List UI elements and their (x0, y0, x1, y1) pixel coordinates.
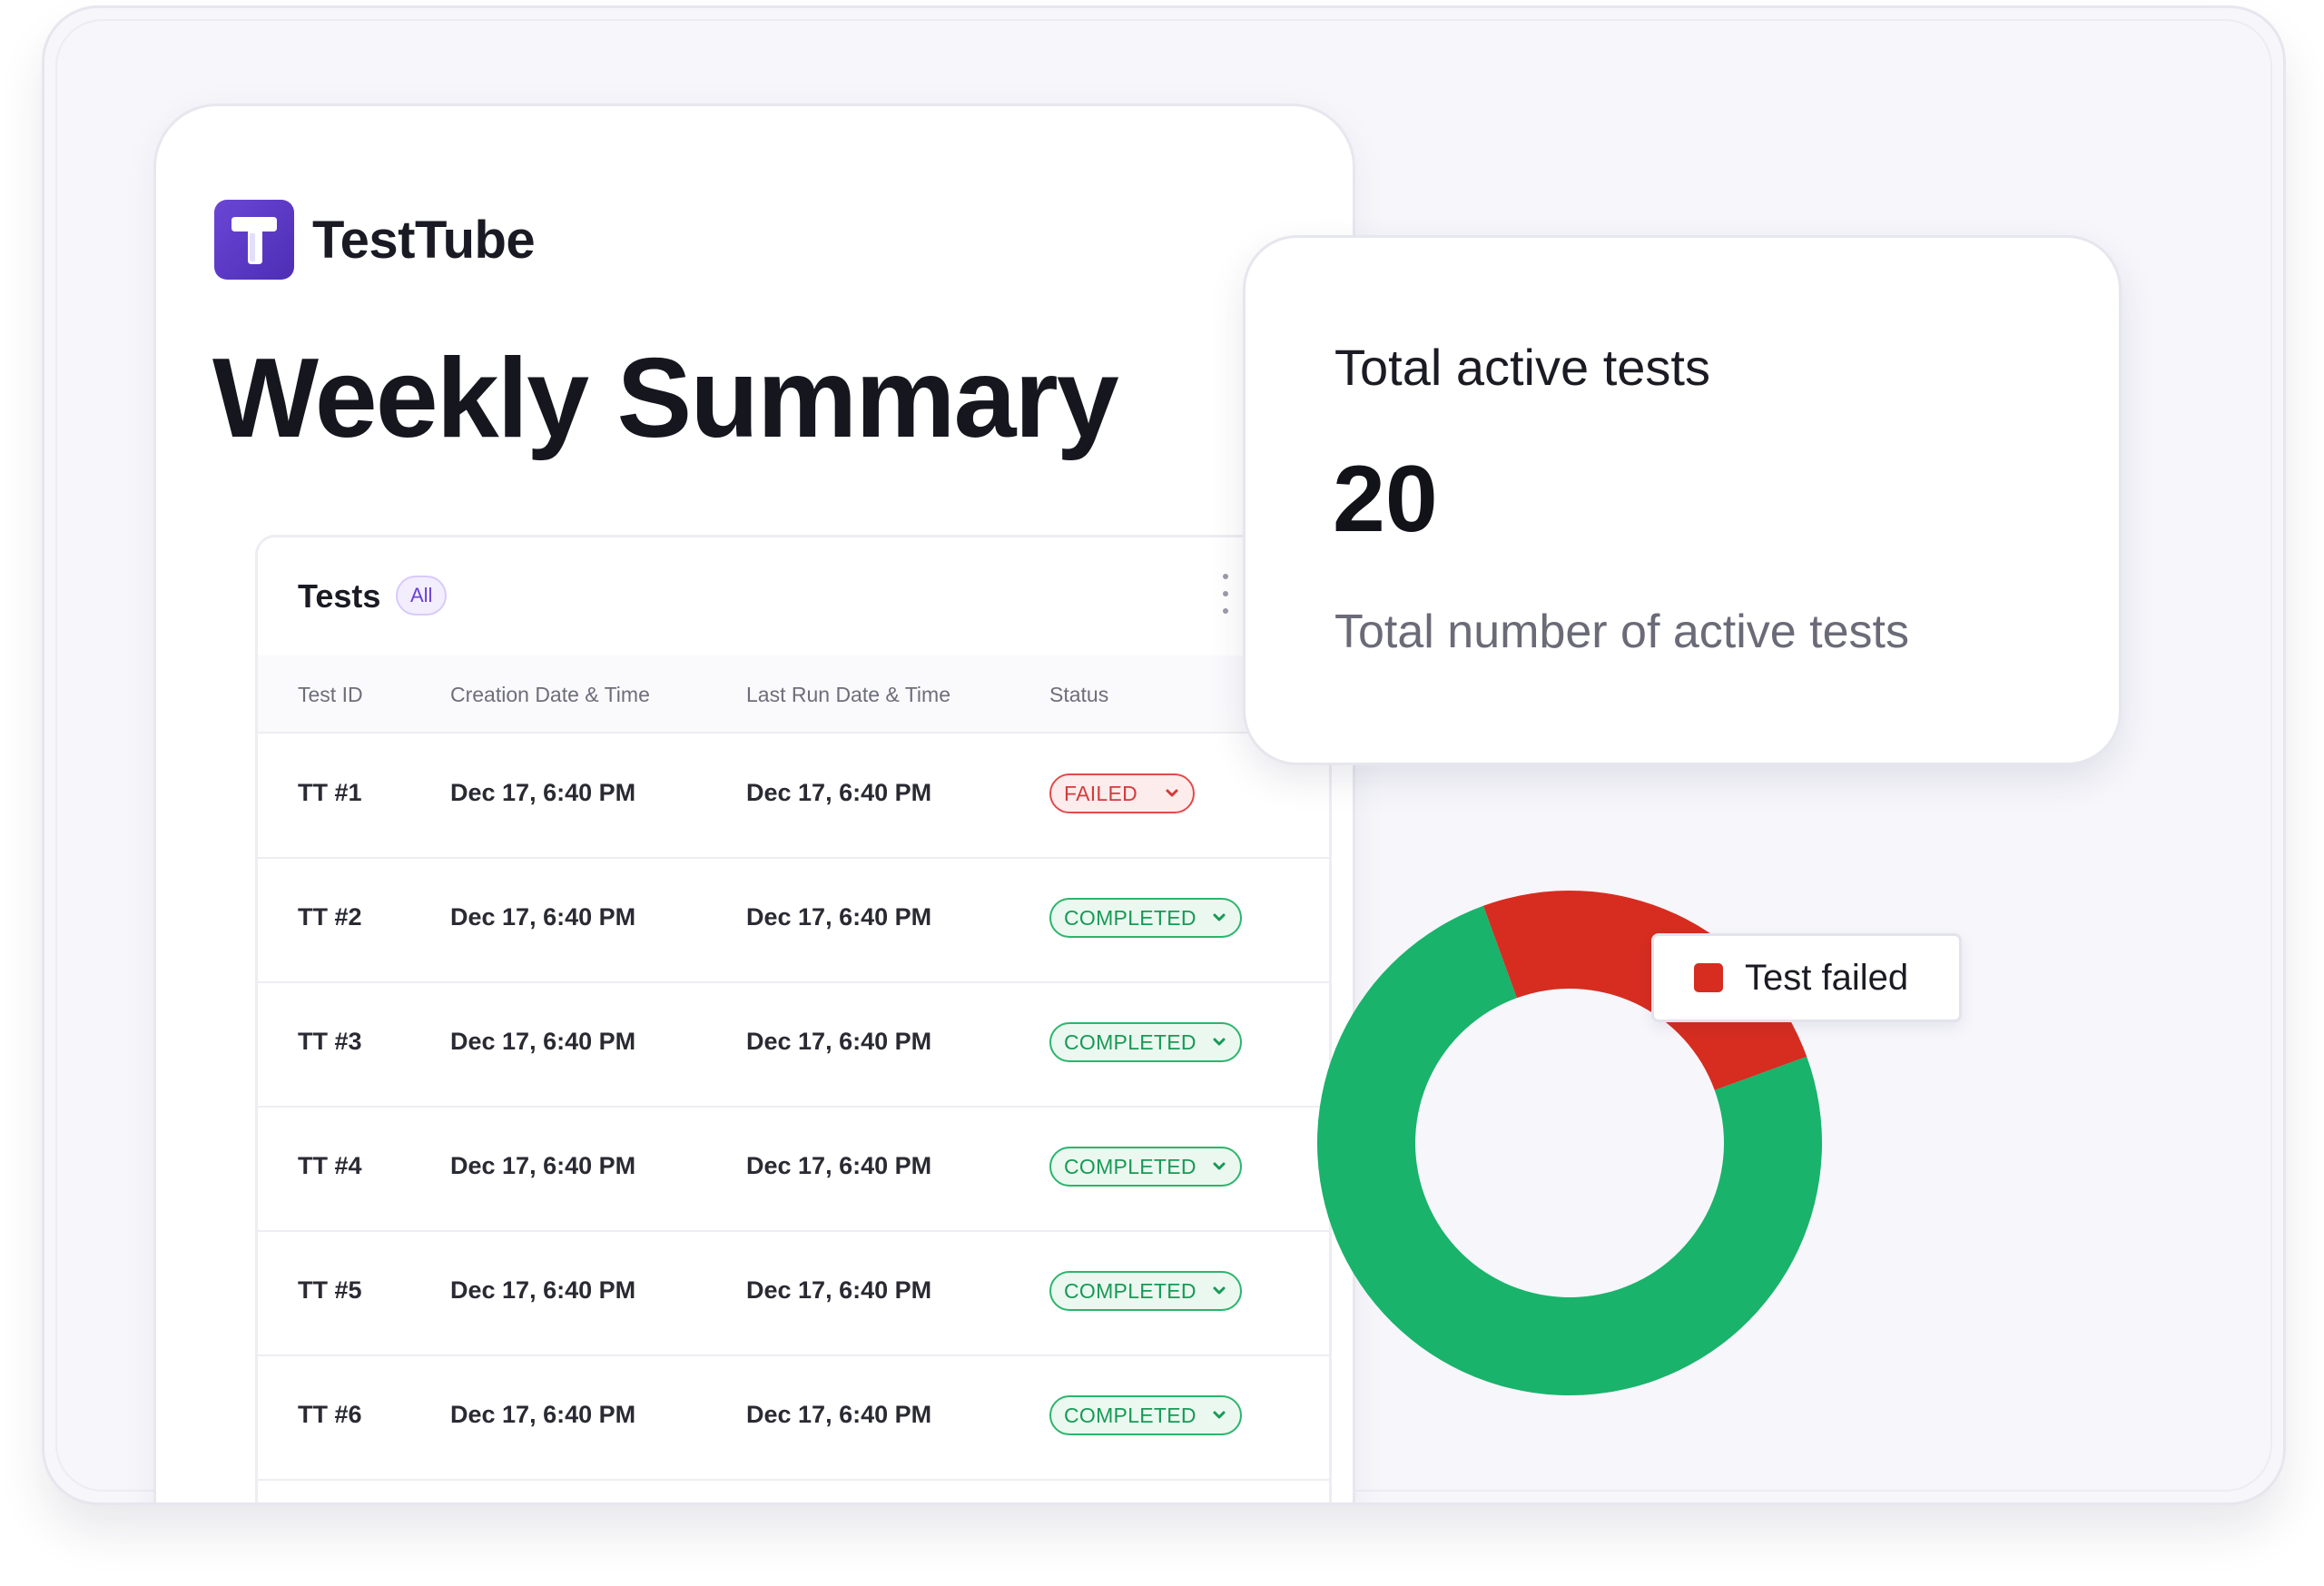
page-title: Weekly Summary (212, 336, 1119, 461)
column-header-creation-date[interactable]: Creation Date & Time (450, 683, 650, 706)
chevron-down-icon (1211, 910, 1227, 926)
status-dropdown[interactable]: COMPLETED (1049, 898, 1242, 938)
table-row[interactable]: TT #6 Dec 17, 6:40 PM Dec 17, 6:40 PM CO… (258, 1355, 1329, 1481)
tests-table: Tests All Test ID Creation Date & Time L… (255, 535, 1332, 1502)
donut-slice-passed[interactable] (1317, 905, 1822, 1395)
last-run-date: Dec 17, 6:40 PM (746, 1276, 932, 1304)
table-column-headers: Test ID Creation Date & Time Last Run Da… (258, 655, 1329, 734)
legend-label: Test failed (1745, 957, 1909, 998)
status-dropdown[interactable]: COMPLETED (1049, 1271, 1242, 1311)
creation-date: Dec 17, 6:40 PM (450, 1028, 636, 1055)
test-id: TT #5 (298, 1276, 362, 1304)
test-id: TT #1 (298, 779, 362, 806)
status-label: COMPLETED (1064, 1154, 1196, 1178)
last-run-date: Dec 17, 6:40 PM (746, 1028, 932, 1055)
creation-date: Dec 17, 6:40 PM (450, 1401, 636, 1428)
last-run-date: Dec 17, 6:40 PM (746, 903, 932, 931)
status-dropdown[interactable]: COMPLETED (1049, 1147, 1242, 1187)
table-header: Tests All (258, 537, 1329, 657)
status-label: COMPLETED (1064, 1278, 1196, 1303)
app-name: TestTube (312, 210, 536, 270)
status-dropdown[interactable]: COMPLETED (1049, 1022, 1242, 1062)
creation-date: Dec 17, 6:40 PM (450, 1276, 636, 1304)
test-id: TT #4 (298, 1152, 362, 1179)
table-row[interactable]: TT #2 Dec 17, 6:40 PM Dec 17, 6:40 PM CO… (258, 858, 1329, 983)
legend-swatch-test-failed (1694, 963, 1723, 992)
table-row[interactable]: TT #5 Dec 17, 6:40 PM Dec 17, 6:40 PM CO… (258, 1231, 1329, 1356)
creation-date: Dec 17, 6:40 PM (450, 779, 636, 806)
table-row[interactable]: TT #1 Dec 17, 6:40 PM Dec 17, 6:40 PM FA… (258, 734, 1329, 859)
filter-badge-all[interactable]: All (396, 576, 448, 616)
chevron-down-icon (1211, 1158, 1227, 1175)
total-active-tests-card: Total active tests 20 Total number of ac… (1243, 235, 2122, 765)
table-row[interactable]: TT #4 Dec 17, 6:40 PM Dec 17, 6:40 PM CO… (258, 1107, 1329, 1232)
status-dropdown[interactable]: FAILED (1049, 773, 1195, 813)
stat-value: 20 (1333, 447, 1438, 552)
more-vertical-icon[interactable] (1215, 574, 1236, 614)
test-results-donut-chart (1317, 891, 1822, 1395)
column-header-status[interactable]: Status (1049, 683, 1109, 706)
last-run-date: Dec 17, 6:40 PM (746, 1152, 932, 1179)
stat-title: Total active tests (1334, 339, 1710, 396)
table-title: Tests (298, 577, 381, 615)
chart-legend: Test failed (1651, 933, 1962, 1022)
test-id: TT #2 (298, 903, 362, 931)
chevron-down-icon (1211, 1034, 1227, 1050)
test-id: TT #3 (298, 1028, 362, 1055)
last-run-date: Dec 17, 6:40 PM (746, 779, 932, 806)
app-frame: TestTube Weekly Summary Tests All Test I… (42, 5, 2286, 1505)
column-header-last-run-date[interactable]: Last Run Date & Time (746, 683, 950, 706)
status-label: FAILED (1064, 781, 1138, 805)
status-label: COMPLETED (1064, 1029, 1196, 1054)
app-logo: TestTube (214, 200, 536, 280)
last-run-date: Dec 17, 6:40 PM (746, 1401, 932, 1428)
test-id: TT #6 (298, 1401, 362, 1428)
chevron-down-icon (1164, 785, 1180, 802)
table-row[interactable]: TT #3 Dec 17, 6:40 PM Dec 17, 6:40 PM CO… (258, 982, 1329, 1108)
chevron-down-icon (1211, 1283, 1227, 1299)
testtube-logo-icon (214, 200, 294, 280)
creation-date: Dec 17, 6:40 PM (450, 1152, 636, 1179)
status-label: COMPLETED (1064, 1403, 1196, 1427)
status-label: COMPLETED (1064, 905, 1196, 930)
status-dropdown[interactable]: COMPLETED (1049, 1395, 1242, 1435)
creation-date: Dec 17, 6:40 PM (450, 903, 636, 931)
column-header-test-id[interactable]: Test ID (298, 683, 363, 706)
chevron-down-icon (1211, 1407, 1227, 1423)
donut-slice-failed[interactable] (1482, 891, 1807, 1090)
stat-description: Total number of active tests (1334, 606, 1909, 658)
